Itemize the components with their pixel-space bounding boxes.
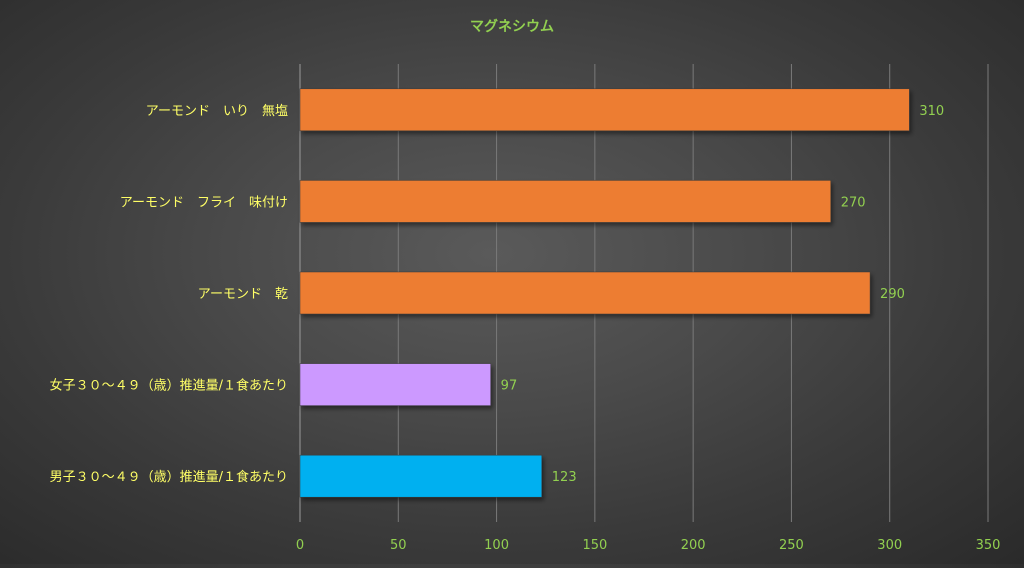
bar bbox=[299, 88, 910, 132]
bar bbox=[299, 180, 831, 223]
x-tick-label: 0 bbox=[296, 538, 304, 553]
x-tick-label: 50 bbox=[390, 538, 407, 553]
category-label: アーモンド いり 無塩 bbox=[146, 104, 288, 119]
x-tick-label: 100 bbox=[484, 538, 509, 553]
data-label: 290 bbox=[880, 287, 905, 302]
x-tick-label: 300 bbox=[877, 538, 902, 553]
labels: 0 50 100 150 200 250 300 350 アーモンド いり 無塩 310 アーモンド… bbox=[50, 104, 1001, 553]
data-label: 310 bbox=[919, 104, 944, 119]
data-label: 270 bbox=[841, 195, 866, 210]
category-label: アーモンド 乾 bbox=[198, 287, 288, 302]
category-label: 男子３０～４９（歳）推進量/１食あたり bbox=[50, 469, 288, 485]
chart-title: マグネシウム bbox=[470, 18, 554, 35]
data-label: 97 bbox=[501, 379, 518, 394]
data-label: 123 bbox=[552, 470, 577, 485]
category-label: アーモンド フライ 味付け bbox=[120, 195, 288, 210]
x-tick-label: 350 bbox=[976, 538, 1001, 553]
bar bbox=[299, 271, 871, 315]
x-tick-label: 150 bbox=[582, 538, 607, 553]
bar bbox=[299, 454, 543, 498]
x-tick-label: 200 bbox=[681, 538, 706, 553]
category-label: 女子３０～４９（歳）推進量/１食あたり bbox=[50, 378, 288, 394]
bars bbox=[299, 88, 910, 498]
x-tick-label: 250 bbox=[779, 538, 804, 553]
bar bbox=[299, 363, 491, 406]
